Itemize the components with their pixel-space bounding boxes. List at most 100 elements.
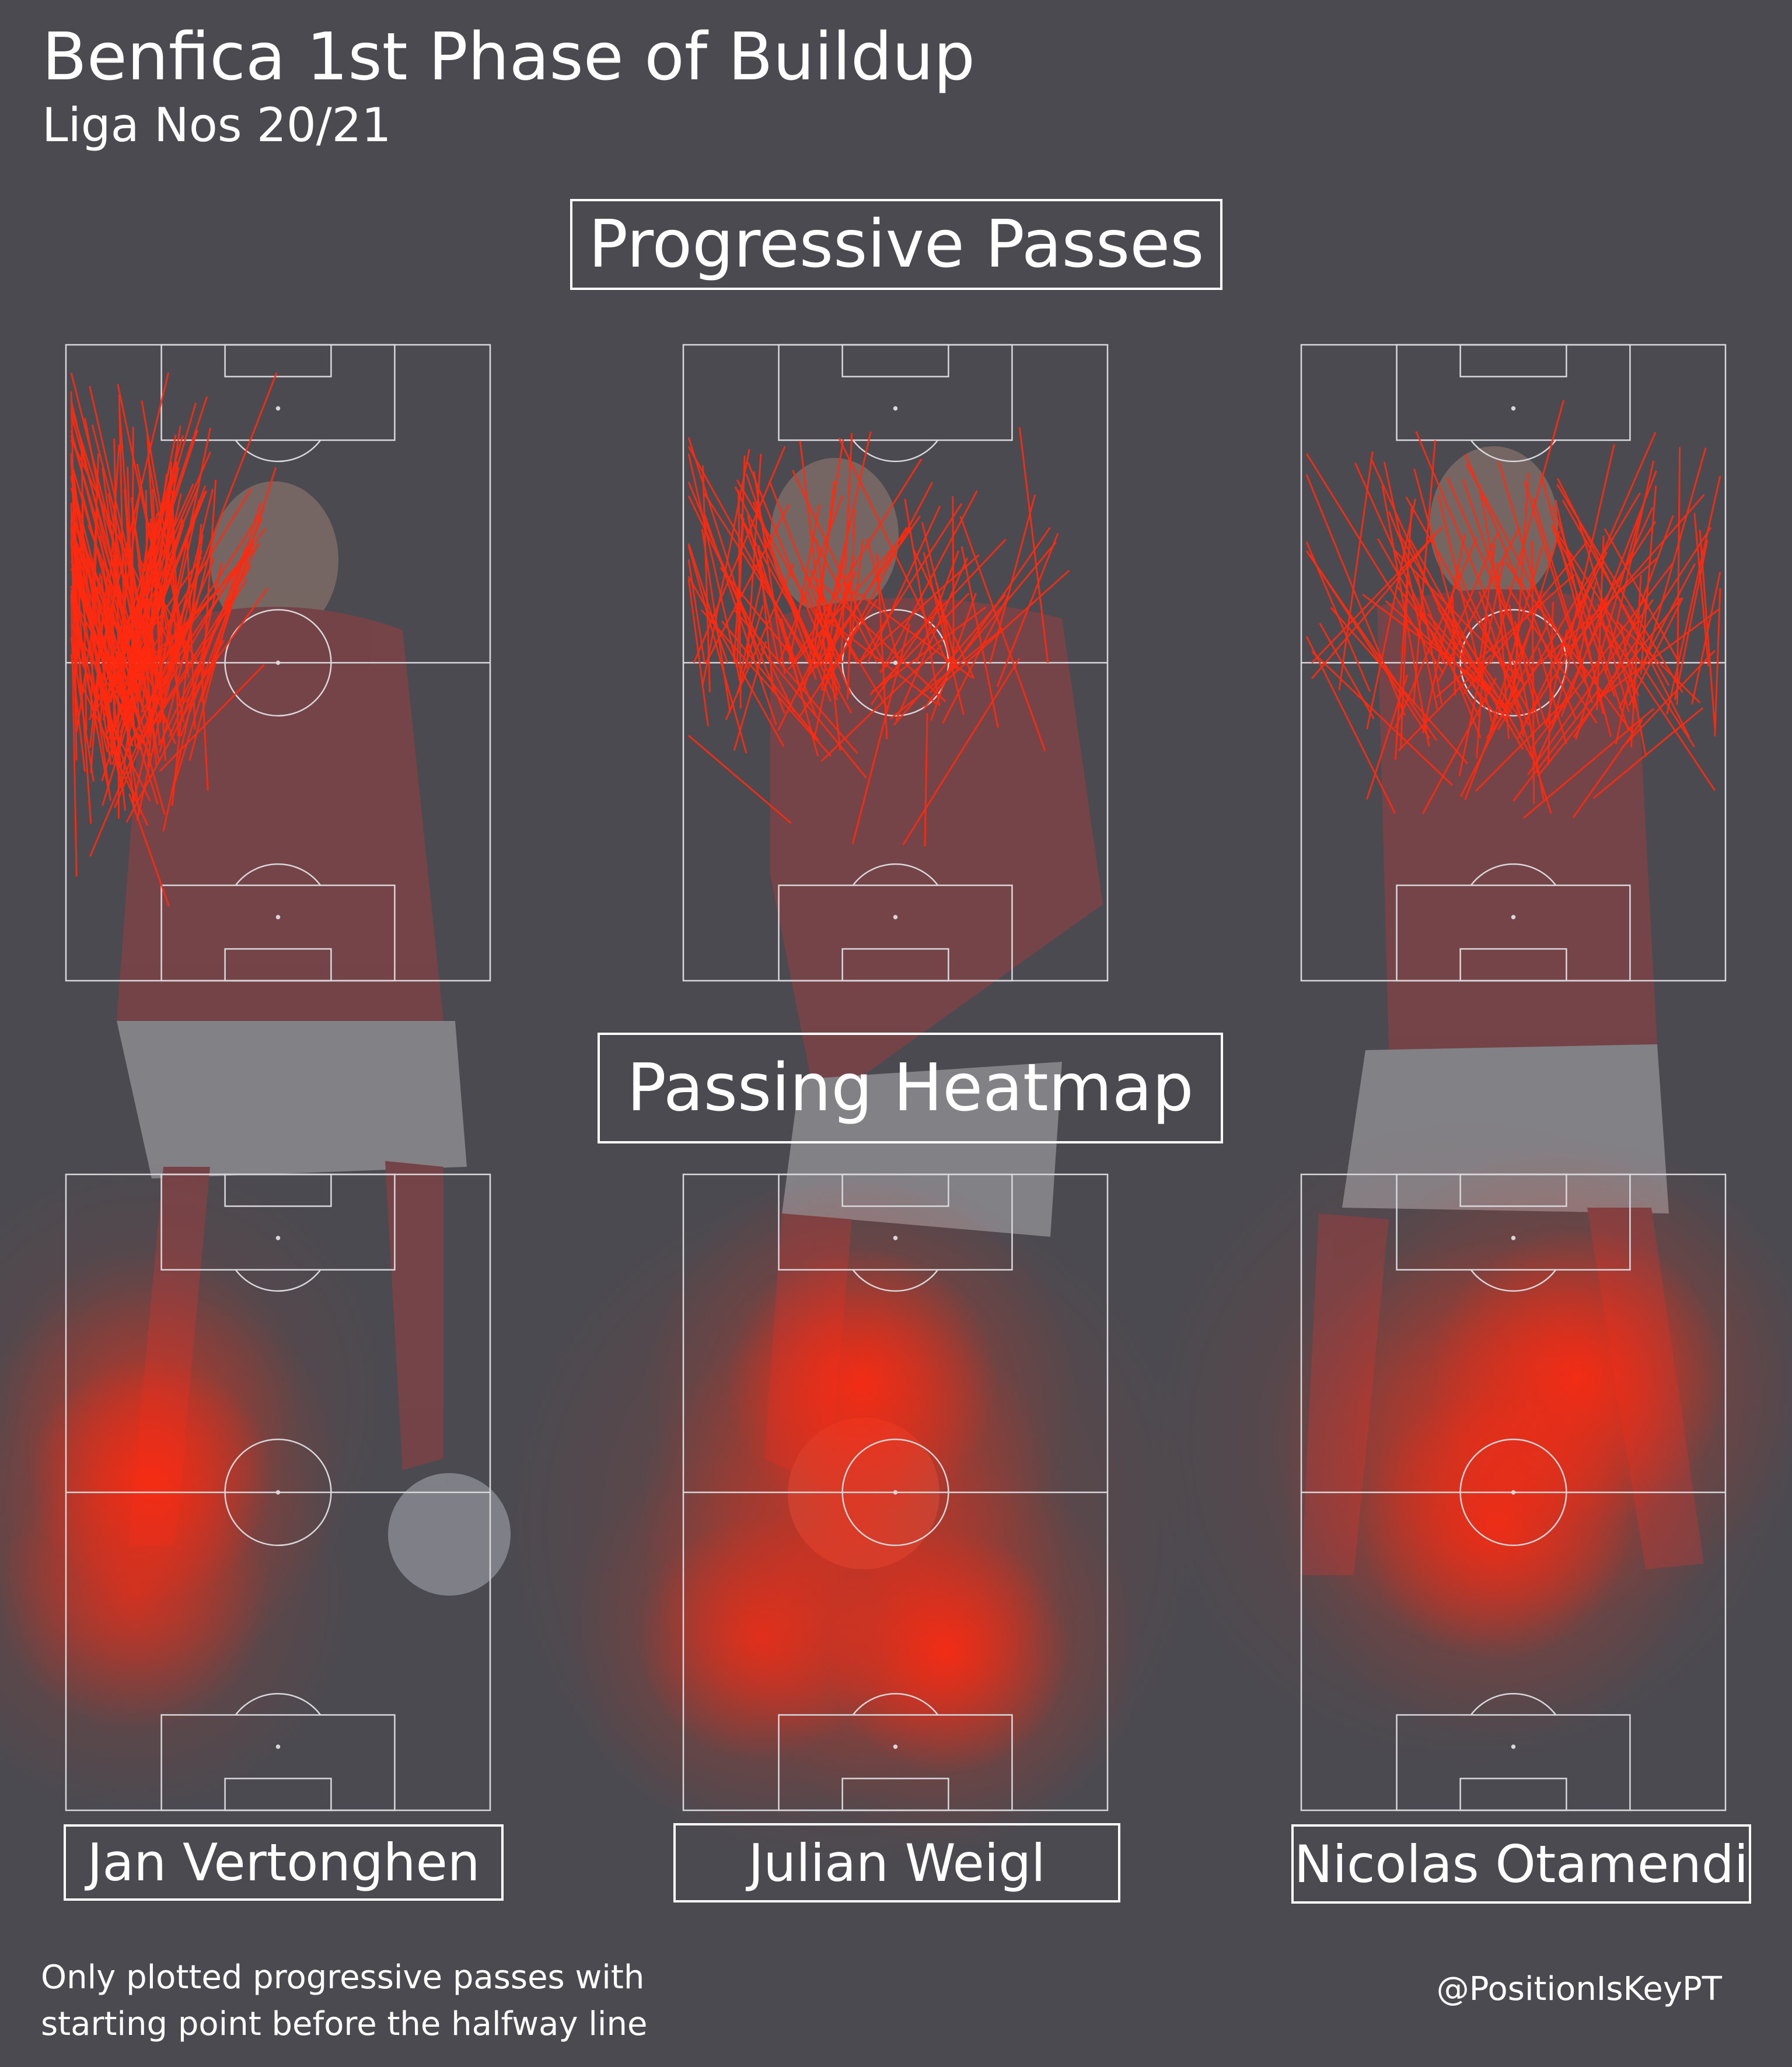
pass-line [1554,432,1657,663]
player-name-otamendi: Nicolas Otamendi [1291,1824,1751,1904]
penalty-arc [852,863,939,886]
pass-line [70,532,112,664]
pass-line [70,585,136,799]
pass-line [70,623,152,756]
goal-box [1459,1173,1567,1207]
pass-line [159,531,216,753]
pass-line [1532,498,1587,677]
pass-line [811,534,879,663]
pass-line [170,517,180,737]
pass-line [1394,537,1478,729]
pass-line [778,495,844,663]
pass-line [745,473,817,680]
pass-line [1628,597,1684,707]
pass-line [1385,600,1491,695]
pass-line [1311,650,1454,786]
pass-line [152,488,163,699]
pass-line [1362,593,1490,690]
pass-line [996,533,1059,687]
pass-line [701,449,750,687]
pass-line [1451,596,1456,695]
pass-line [1674,540,1709,700]
pass-line [952,496,955,663]
pass-line [120,631,182,767]
pass-line [791,470,885,663]
pass-line [113,438,120,674]
pass-line [1305,550,1438,741]
pass-line [1338,451,1374,691]
penalty-arc [1470,1692,1557,1716]
pass-line [162,508,265,663]
pass-line [1604,607,1721,695]
pass-line [787,529,910,670]
penalty-box [778,344,1013,441]
pass-lines-2 [687,427,1070,847]
penalty-box [1396,344,1631,441]
pass-line [1393,550,1526,687]
pass-line [1592,707,1704,799]
pass-line [128,793,170,907]
pass-line [1507,586,1598,724]
penalty-arc [235,1269,322,1292]
pass-line [687,437,761,663]
pass-line [1640,485,1657,674]
pass-line [687,446,814,670]
section-title-passing-heatmap: Passing Heatmap [598,1033,1223,1143]
player-name-weigl: Julian Weigl [673,1823,1120,1902]
pass-line [1616,620,1701,704]
pass-line [168,518,263,737]
pass-line [1437,527,1521,682]
pass-line [858,503,963,663]
goal-box [224,1173,332,1207]
goal-box [224,344,332,377]
pass-line [1666,475,1721,715]
penalty-spot [1511,915,1516,919]
pass-line [809,569,858,663]
pass-line [1714,588,1721,737]
pass-line [902,657,1021,845]
center-spot [893,660,898,665]
pass-line [815,578,946,702]
pass-line [1475,698,1568,792]
pass-line [1421,677,1497,814]
pass-line [85,608,143,751]
pass-line [760,648,867,779]
pass-line [136,463,184,722]
pass-line [895,557,969,721]
heat-spot [1,1247,301,1547]
penalty-box [160,344,396,441]
pass-line [125,639,225,823]
center-circle [1459,608,1567,717]
penalty-spot [275,1744,281,1749]
heatmap-3 [1145,1115,1792,1767]
footnote-line-2: starting point before the halfway line [41,2005,648,2043]
pass-line [185,587,268,703]
pass-line [923,552,965,715]
pass-line [110,492,141,703]
pass-line [136,490,208,663]
pass-line [131,426,134,695]
pass-line [129,552,158,709]
pass-line [819,527,907,667]
pass-line [822,482,933,691]
pass-line [1462,479,1548,727]
pass-line [1370,457,1486,709]
chart-title: Benfica 1st Phase of Buildup [42,19,976,95]
pass-line [867,505,941,663]
pass-line [145,579,248,737]
pass-line [136,564,252,749]
pass-line [1490,400,1565,663]
penalty-arc [235,439,322,463]
pass-line [72,645,151,802]
pitch-lines-layer [65,344,1727,1811]
penalty-spot [893,915,898,919]
pass-line [1366,498,1417,729]
pass-line [1506,531,1560,707]
pass-line [858,554,980,664]
pass-line [1311,526,1444,664]
pass-line [923,527,1051,710]
pass-line [1535,507,1654,763]
pass-line [930,541,1057,694]
pass-line [747,515,780,663]
center-circle [224,608,332,717]
